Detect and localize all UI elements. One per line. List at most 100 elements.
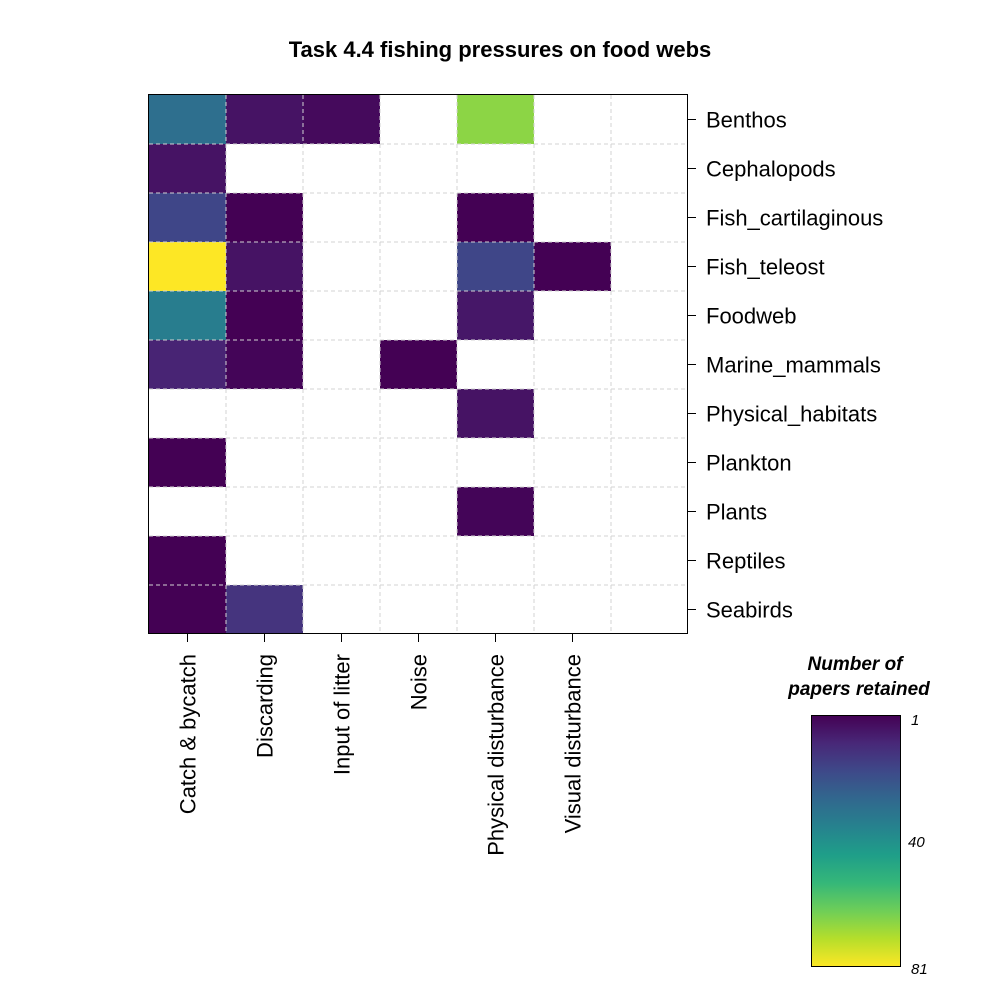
row-label-seabirds: Seabirds	[706, 598, 793, 623]
heatmap-cell-fish_teleost-6	[611, 242, 688, 291]
heatmap-cell-reptiles-6	[611, 536, 688, 585]
column-label-0: Catch & bycatch	[176, 654, 201, 814]
heatmap-cell-fish_teleost-3	[380, 242, 457, 291]
legend-tick-max: 81	[911, 961, 928, 978]
heatmap-cell-cephalopods-3	[380, 144, 457, 193]
heatmap-cell-physical_habitats-5	[534, 389, 611, 438]
heatmap-cell-plants-2	[303, 487, 380, 536]
heatmap-cell-foodweb-4	[457, 291, 534, 340]
plot-frame	[148, 94, 688, 634]
chart-title: Task 4.4 fishing pressures on food webs	[289, 37, 712, 62]
legend-tick-min: 1	[911, 712, 919, 729]
heatmap-cell-foodweb-3	[380, 291, 457, 340]
heatmap-cell-fish_teleost-5	[534, 242, 611, 291]
heatmap-cell-plants-0	[149, 487, 226, 536]
heatmap-cell-physical_habitats-6	[611, 389, 688, 438]
heatmap-cell-marine_mammals-5	[534, 340, 611, 389]
heatmap-cell-plankton-2	[303, 438, 380, 487]
heatmap-cell-marine_mammals-1	[226, 340, 303, 389]
row-label-plankton: Plankton	[706, 451, 792, 476]
heatmap-cell-benthos-2	[303, 95, 380, 144]
heatmap-cell-benthos-0	[149, 95, 226, 144]
column-label-1: Discarding	[253, 654, 278, 758]
heatmap-cell-benthos-4	[457, 95, 534, 144]
heatmap-cell-benthos-5	[534, 95, 611, 144]
row-label-marine_mammals: Marine_mammals	[706, 353, 881, 378]
row-label-fish_cartilaginous: Fish_cartilaginous	[706, 206, 883, 231]
heatmap-cell-marine_mammals-6	[611, 340, 688, 389]
heatmap-cell-fish_cartilaginous-2	[303, 193, 380, 242]
heatmap-cell-plants-6	[611, 487, 688, 536]
column-label-3: Noise	[407, 654, 432, 710]
heatmap-cell-benthos-1	[226, 95, 303, 144]
heatmap-cell-seabirds-5	[534, 585, 611, 634]
heatmap-cell-fish_cartilaginous-0	[149, 193, 226, 242]
heatmap-cell-reptiles-5	[534, 536, 611, 585]
heatmap-cell-foodweb-1	[226, 291, 303, 340]
heatmap-cell-cephalopods-1	[226, 144, 303, 193]
row-labels: Benthos Cephalopods Fish_cartilaginous Fish…	[688, 108, 883, 623]
legend-tick-mid: 40	[908, 834, 925, 851]
heatmap-cell-plankton-4	[457, 438, 534, 487]
heatmap-cell-fish_cartilaginous-6	[611, 193, 688, 242]
row-label-benthos: Benthos	[706, 108, 787, 133]
heatmap-cell-reptiles-1	[226, 536, 303, 585]
row-label-fish_teleost: Fish_teleost	[706, 255, 825, 280]
row-label-cephalopods: Cephalopods	[706, 157, 836, 182]
heatmap-cell-seabirds-6	[611, 585, 688, 634]
heatmap-cell-benthos-6	[611, 95, 688, 144]
heatmap-cell-foodweb-2	[303, 291, 380, 340]
heatmap-cell-marine_mammals-2	[303, 340, 380, 389]
heatmap-cell-fish_cartilaginous-4	[457, 193, 534, 242]
heatmap-cell-marine_mammals-3	[380, 340, 457, 389]
heatmap-cell-seabirds-3	[380, 585, 457, 634]
heatmap-cell-fish_cartilaginous-5	[534, 193, 611, 242]
column-labels: Catch & bycatch Discarding Input of litter…	[176, 634, 586, 856]
heatmap-cell-foodweb-0	[149, 291, 226, 340]
column-label-5: Visual disturbance	[561, 654, 586, 833]
heatmap-cell-marine_mammals-4	[457, 340, 534, 389]
row-label-foodweb: Foodweb	[706, 304, 797, 329]
heatmap-cell-cephalopods-4	[457, 144, 534, 193]
heatmap-gridlines	[149, 95, 688, 634]
color-legend: Number of papers retained 1 40 81	[787, 654, 930, 978]
heatmap-cell-physical_habitats-4	[457, 389, 534, 438]
heatmap-cell-plankton-0	[149, 438, 226, 487]
heatmap-cell-seabirds-1	[226, 585, 303, 634]
heatmap-cell-plankton-5	[534, 438, 611, 487]
heatmap-cell-plants-5	[534, 487, 611, 536]
heatmap-cell-physical_habitats-0	[149, 389, 226, 438]
heatmap-cell-cephalopods-0	[149, 144, 226, 193]
heatmap-cell-physical_habitats-2	[303, 389, 380, 438]
heatmap-cell-reptiles-3	[380, 536, 457, 585]
legend-title-line-2: papers retained	[787, 679, 930, 700]
heatmap-cell-reptiles-4	[457, 536, 534, 585]
heatmap-cell-plants-3	[380, 487, 457, 536]
heatmap-cell-fish_teleost-4	[457, 242, 534, 291]
heatmap-cell-plants-1	[226, 487, 303, 536]
heatmap-cell-foodweb-6	[611, 291, 688, 340]
column-label-4: Physical disturbance	[484, 654, 509, 856]
heatmap-cells	[149, 95, 688, 634]
heatmap-cell-fish_teleost-0	[149, 242, 226, 291]
row-label-physical_habitats: Physical_habitats	[706, 402, 877, 427]
heatmap-cell-plankton-6	[611, 438, 688, 487]
legend-colorbar	[811, 715, 901, 967]
heatmap-cell-fish_cartilaginous-3	[380, 193, 457, 242]
heatmap-cell-plants-4	[457, 487, 534, 536]
heatmap-cell-plankton-1	[226, 438, 303, 487]
heatmap-cell-fish_cartilaginous-1	[226, 193, 303, 242]
legend-title-line-1: Number of	[808, 654, 905, 675]
heatmap-cell-seabirds-0	[149, 585, 226, 634]
column-label-2: Input of litter	[330, 654, 355, 775]
heatmap-cell-cephalopods-2	[303, 144, 380, 193]
heatmap-cell-marine_mammals-0	[149, 340, 226, 389]
heatmap-cell-benthos-3	[380, 95, 457, 144]
row-label-reptiles: Reptiles	[706, 549, 785, 574]
heatmap-cell-seabirds-2	[303, 585, 380, 634]
heatmap-cell-physical_habitats-3	[380, 389, 457, 438]
heatmap-cell-fish_teleost-2	[303, 242, 380, 291]
heatmap-cell-cephalopods-6	[611, 144, 688, 193]
heatmap-cell-reptiles-0	[149, 536, 226, 585]
